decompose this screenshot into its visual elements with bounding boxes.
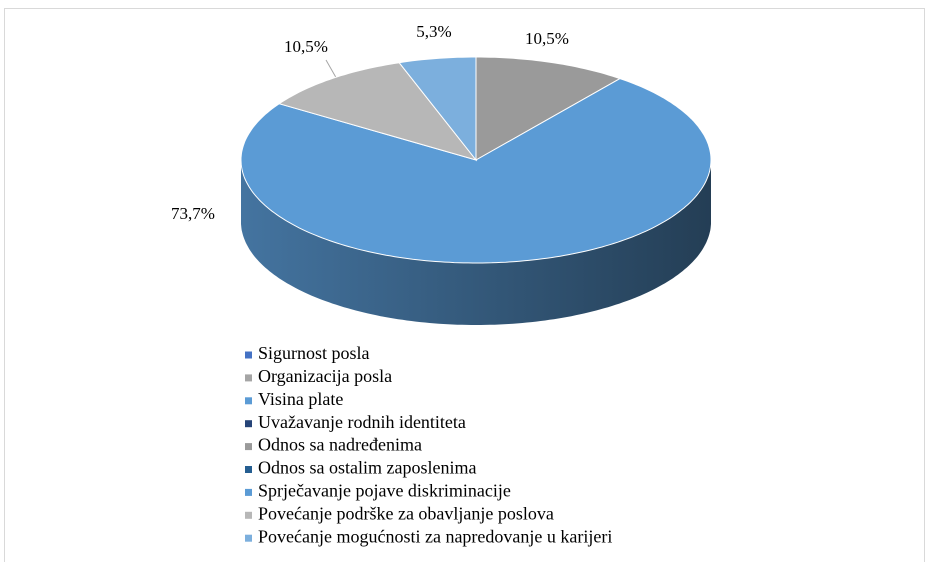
legend-label: Organizacija posla xyxy=(258,366,392,386)
legend-label: Sigurnost posla xyxy=(258,343,370,363)
legend-label: Odnos sa nadređenima xyxy=(258,435,422,455)
legend-marker xyxy=(245,443,252,451)
legend-marker xyxy=(245,397,252,405)
legend-label: Povećanje mogućnosti za napredovanje u k… xyxy=(258,526,612,546)
slice xyxy=(398,56,477,162)
slice xyxy=(475,56,622,161)
legend-marker xyxy=(245,466,252,473)
legend-label: Visina plate xyxy=(258,389,343,409)
legend-label: Sprječavanje pojave diskriminacije xyxy=(258,481,511,501)
slice xyxy=(240,78,712,264)
legend-label: Odnos sa ostalim zaposlenima xyxy=(258,458,476,478)
legend-marker xyxy=(245,351,252,359)
slice-side xyxy=(241,160,711,325)
data-label: 10,5% xyxy=(284,37,328,56)
legend-marker xyxy=(245,534,252,542)
legend-marker xyxy=(245,420,252,428)
data-label: 73,7% xyxy=(171,204,215,223)
data-label: 10,5% xyxy=(525,29,569,48)
legend-marker xyxy=(245,374,252,382)
slice xyxy=(278,62,478,161)
chart-border xyxy=(4,8,925,562)
legend-label: Uvažavanje rodnih identiteta xyxy=(258,412,466,432)
legend-marker xyxy=(245,511,252,519)
data-label: 5,3% xyxy=(416,22,451,41)
legend-label: Povećanje podrške za obavljanje poslova xyxy=(258,503,554,523)
legend-marker xyxy=(245,488,252,496)
